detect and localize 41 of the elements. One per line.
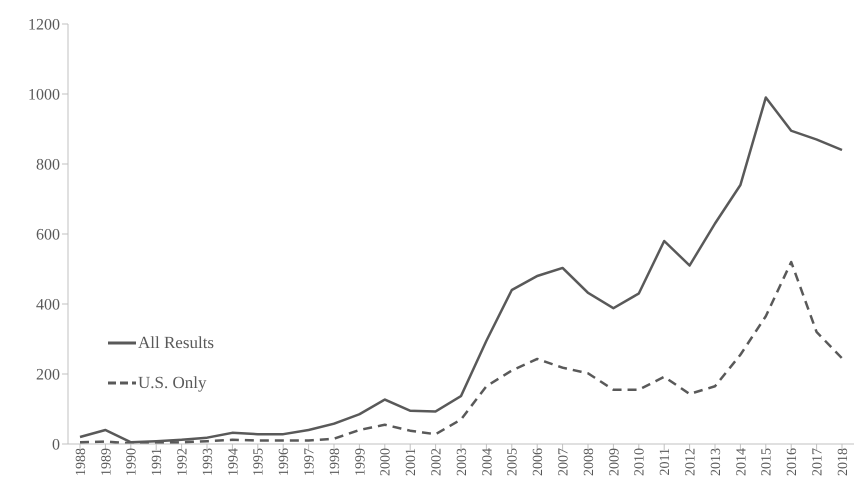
x-tick-label: 1995 <box>252 448 267 476</box>
x-tick-label: 2011 <box>658 448 674 476</box>
x-tick-label: 1991 <box>150 448 166 476</box>
legend-label: U.S. Only <box>138 373 206 393</box>
x-tick-label: 1996 <box>277 448 292 476</box>
y-tick-label: 1200 <box>28 16 60 34</box>
x-tick-label: 1993 <box>200 448 216 476</box>
x-tick-label: 2014 <box>734 448 750 476</box>
x-tick-label: 1997 <box>302 448 318 476</box>
x-tick-label: 1992 <box>176 448 191 476</box>
y-tick-label: 1000 <box>28 86 60 104</box>
legend-label: All Results <box>138 333 214 353</box>
x-tick-label: 2009 <box>607 448 622 476</box>
x-tick-label: 1994 <box>226 448 242 476</box>
x-tick-label: 1989 <box>99 448 114 476</box>
x-tick-label: 2016 <box>785 448 800 476</box>
x-tick-label: 2001 <box>404 448 420 476</box>
x-tick-label: 2017 <box>810 448 826 476</box>
y-tick-label: 800 <box>36 156 60 174</box>
x-tick-label: 2008 <box>582 448 597 476</box>
y-tick-label: 200 <box>36 366 60 384</box>
line-series <box>78 96 844 444</box>
x-tick-label: 2010 <box>632 448 648 476</box>
x-tick-label: 2002 <box>430 448 445 476</box>
x-tick-label: 1998 <box>328 448 343 476</box>
x-tick-label: 2018 <box>836 448 851 476</box>
x-tick-label: 2003 <box>454 448 470 476</box>
x-tick-label: 1988 <box>74 448 89 476</box>
x-tick-label: 2013 <box>708 448 724 476</box>
x-tick-label: 2004 <box>480 448 496 476</box>
x-tick-label: 2005 <box>506 448 521 476</box>
y-tick-label: 600 <box>36 226 60 244</box>
x-tick-label: 2007 <box>556 448 572 476</box>
y-tick-label: 0 <box>52 436 60 454</box>
x-tick-label: 1999 <box>353 448 368 476</box>
x-tick-label: 2015 <box>760 448 775 476</box>
x-tick-label: 1990 <box>124 448 140 476</box>
x-tick-label: 2012 <box>684 448 699 476</box>
x-tick-label: 2006 <box>531 448 546 476</box>
x-tick-label: 2000 <box>378 448 394 476</box>
y-tick-label: 400 <box>36 296 60 314</box>
